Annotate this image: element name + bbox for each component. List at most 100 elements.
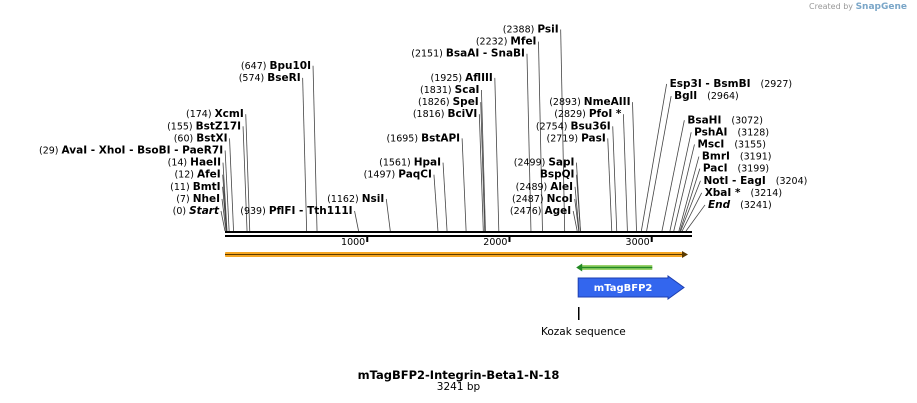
cut-line — [661, 120, 685, 232]
feature-label: mTagBFP2 — [594, 283, 653, 294]
site-end[interactable]: End (3241) — [708, 199, 772, 211]
site-position: (574) — [239, 73, 268, 84]
site-scai[interactable]: (1831) ScaI — [420, 84, 479, 96]
site-label: (29) AvaI - XhoI - BsoBI - PaeR7I — [39, 145, 223, 157]
site-name: Start — [189, 205, 220, 217]
cut-line — [312, 65, 318, 232]
snapgene-credit: Created by SnapGene — [809, 2, 907, 12]
site-bsahi[interactable]: BsaHI (3072) — [687, 114, 763, 126]
site-position: (2927) — [761, 79, 793, 90]
site-hpai[interactable]: (1561) HpaI — [379, 157, 441, 169]
site-haeii[interactable]: (14) HaeII — [168, 157, 221, 169]
site-name: SapI — [548, 157, 574, 169]
site-pfoi[interactable]: (2829) PfoI * — [554, 108, 622, 120]
site-xcmi[interactable]: (174) XcmI — [186, 108, 244, 120]
site-pshai[interactable]: PshAI (3128) — [694, 126, 769, 138]
site-nmeaiii[interactable]: (2893) NmeAIII — [549, 96, 630, 108]
site-label: (174) XcmI — [186, 108, 244, 120]
site-name: Bpu10I — [270, 60, 312, 72]
cut-line — [354, 210, 359, 232]
cut-line — [572, 210, 578, 232]
site-name: BmrI — [702, 151, 730, 163]
site-label: End (3241) — [708, 199, 772, 211]
site-position: (1831) — [420, 85, 455, 96]
site-label: (2499) SapI — [514, 157, 575, 169]
site-position: (0) — [173, 206, 189, 217]
site-bspqi[interactable]: BspQI — [540, 169, 575, 181]
axis-tick-label: 1000 — [341, 237, 365, 248]
site-label: BspQI — [540, 169, 575, 181]
site-afliii[interactable]: (1925) AflIII — [431, 72, 493, 84]
site-position: (2151) — [411, 49, 446, 60]
site-bsu36i[interactable]: (2754) Bsu36I — [536, 120, 611, 132]
site-name: PaqCI — [398, 169, 432, 181]
site-position: (3155) — [734, 139, 766, 150]
site-label: (2489) AleI — [516, 181, 573, 193]
site-bpu10i[interactable]: (647) Bpu10I — [241, 60, 311, 72]
site-paqci[interactable]: (1497) PaqCI — [364, 169, 432, 181]
site-avai[interactable]: (29) AvaI - XhoI - BsoBI - PaeR7I — [39, 145, 223, 157]
site-bseri[interactable]: (574) BseRI — [239, 72, 301, 84]
site-name: BmtI — [193, 181, 221, 193]
cut-line — [222, 162, 228, 232]
site-mfei[interactable]: (2232) MfeI — [476, 36, 537, 48]
site-name: AvaI - XhoI - BsoBI - PaeR7I — [62, 145, 224, 157]
site-bgli[interactable]: BglI (2964) — [674, 90, 739, 102]
site-sapi[interactable]: (2499) SapI — [514, 157, 575, 169]
site-name: PfoI * — [589, 108, 622, 120]
site-xbai[interactable]: XbaI * (3214) — [705, 187, 782, 199]
backbone-highlight-arrow — [682, 251, 688, 258]
site-bcivi[interactable]: (1816) BciVI — [413, 108, 477, 120]
site-bstz17i[interactable]: (155) BstZ17I — [167, 120, 241, 132]
site-label: (2893) NmeAIII — [549, 96, 630, 108]
site-psii[interactable]: (2388) PsiI — [503, 24, 559, 36]
site-label: PshAI (3128) — [694, 126, 769, 138]
site-esp3i[interactable]: Esp3I - BsmBI (2927) — [670, 78, 793, 90]
site-msci[interactable]: MscI (3155) — [697, 138, 765, 150]
site-label: (2388) PsiI — [503, 24, 559, 36]
site-position: (7) — [176, 194, 192, 205]
cut-line — [224, 150, 230, 232]
site-position: (3199) — [738, 164, 770, 175]
site-label: (1816) BciVI — [413, 108, 477, 120]
site-afei[interactable]: (12) AfeI — [174, 169, 220, 181]
site-agei[interactable]: (2476) AgeI — [510, 205, 571, 217]
site-pasi[interactable]: (2719) PasI — [546, 132, 605, 144]
site-bmri[interactable]: BmrI (3191) — [702, 151, 772, 163]
site-nsii[interactable]: (1162) NsiI — [327, 193, 384, 205]
site-label: BglI (2964) — [674, 90, 739, 102]
cut-line — [385, 198, 391, 232]
site-nhei[interactable]: (7) NheI — [176, 193, 220, 205]
site-noti[interactable]: NotI - EagI (3204) — [703, 175, 807, 187]
site-name: PsiI — [537, 24, 558, 36]
cut-line — [640, 83, 668, 232]
site-bstapi[interactable]: (1695) BstAPI — [386, 132, 460, 144]
site-label: (60) BstXI — [174, 132, 228, 144]
site-position: (2829) — [554, 109, 589, 120]
cut-line — [685, 204, 706, 232]
cut-line — [574, 198, 580, 232]
site-bsaai[interactable]: (2151) BsaAI - SnaBI — [411, 48, 525, 60]
site-name: MscI — [697, 138, 724, 150]
site-name: HaeII — [190, 157, 221, 169]
cut-line — [673, 144, 695, 232]
site-position: (939) — [240, 206, 269, 217]
site-ncoi[interactable]: (2487) NcoI — [512, 193, 573, 205]
site-alei[interactable]: (2489) AleI — [516, 181, 573, 193]
site-bstxi[interactable]: (60) BstXI — [174, 132, 228, 144]
feature-arrow[interactable] — [577, 275, 685, 300]
site-pflfi[interactable]: (939) PflFI - Tth111I — [240, 205, 352, 217]
feature-mtagbfp2[interactable]: mTagBFP2 — [577, 275, 685, 300]
site-spei[interactable]: (1826) SpeI — [418, 96, 479, 108]
site-name: End — [708, 199, 731, 211]
site-position: (1162) — [327, 194, 362, 205]
primer-arrow-head — [576, 263, 583, 272]
site-paci[interactable]: PacI (3199) — [703, 163, 769, 175]
credit-prefix: Created by — [809, 2, 854, 11]
site-start[interactable]: (0) Start — [173, 205, 220, 217]
site-name: BspQI — [540, 169, 575, 181]
plasmid-title: mTagBFP2-Integrin-Beta1-N-18 — [357, 368, 560, 382]
site-bmti[interactable]: (11) BmtI — [170, 181, 220, 193]
site-name: AfeI — [197, 169, 221, 181]
